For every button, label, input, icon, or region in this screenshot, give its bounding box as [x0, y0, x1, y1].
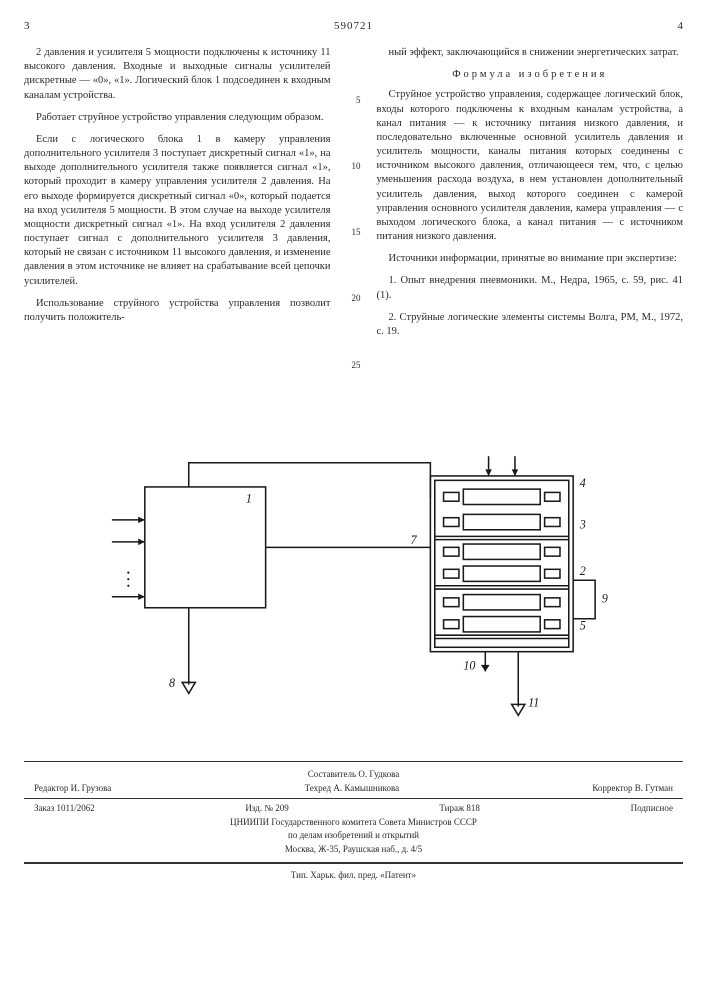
svg-text:9: 9 — [602, 591, 608, 605]
svg-text:7: 7 — [411, 533, 418, 547]
org1: ЦНИИПИ Государственного комитета Совета … — [24, 816, 683, 830]
ln: 15 — [347, 226, 361, 238]
page-right: 4 — [678, 20, 684, 32]
right-column: ный эффект, заключающийся в снижении эне… — [377, 46, 684, 425]
svg-text:10: 10 — [463, 658, 475, 672]
compiler: Составитель О. Гудкова — [24, 768, 683, 782]
ln: 10 — [347, 160, 361, 172]
svg-text:5: 5 — [580, 618, 586, 632]
svg-text:4: 4 — [580, 476, 586, 490]
footer-meta: Заказ 1011/2062 Изд. № 209 Тираж 818 Под… — [24, 802, 683, 816]
svg-text:1: 1 — [246, 491, 252, 505]
body-columns: 2 давления и усилителя 5 мощности подклю… — [24, 46, 683, 425]
org2: по делам изобретений и открытий — [24, 829, 683, 843]
tirage: Тираж 818 — [439, 802, 480, 816]
footer-bottom: Тип. Харьк. фил. пред. «Патент» — [24, 870, 683, 880]
para: Использование струйного устройства управ… — [24, 297, 331, 325]
corrector: Корректор В. Гутман — [592, 782, 673, 796]
ln: 5 — [347, 94, 361, 106]
svg-text:11: 11 — [528, 695, 539, 709]
source: 2. Струйные логические элементы системы … — [377, 311, 684, 339]
svg-text:3: 3 — [579, 517, 586, 531]
ln: 20 — [347, 292, 361, 304]
para: Работает струйное устройство управления … — [24, 111, 331, 125]
svg-text:8: 8 — [169, 676, 175, 690]
para: ный эффект, заключающийся в снижении эне… — [377, 46, 684, 60]
footer-credits: Редактор И. Грузова Техред А. Камышников… — [24, 782, 683, 796]
ln: 25 — [347, 359, 361, 371]
izd: Изд. № 209 — [245, 802, 288, 816]
svg-text:2: 2 — [580, 564, 586, 578]
line-numbers: 5 10 15 20 25 — [347, 46, 361, 425]
source: 1. Опыт внедрения пневмоники. М., Недра,… — [377, 274, 684, 302]
formula-title: Формула изобретения — [377, 68, 684, 82]
left-column: 2 давления и усилителя 5 мощности подклю… — [24, 46, 331, 425]
schematic-diagram: 1 7 8 11 4 3 2 9 5 10 — [24, 443, 683, 729]
footer-block: Составитель О. Гудкова Редактор И. Грузо… — [24, 761, 683, 863]
doc-number: 590721 — [30, 20, 678, 32]
para: 2 давления и усилителя 5 мощности подклю… — [24, 46, 331, 103]
page-header: 3 590721 4 — [24, 20, 683, 32]
order: Заказ 1011/2062 — [34, 802, 95, 816]
techred: Техред А. Камышникова — [305, 782, 399, 796]
para: Струйное устройство управления, содержащ… — [377, 88, 684, 244]
podpis: Подписное — [631, 802, 673, 816]
sources-title: Источники информации, принятые во вниман… — [377, 252, 684, 266]
editor: Редактор И. Грузова — [34, 782, 111, 796]
para: Если с логического блока 1 в камеру упра… — [24, 133, 331, 289]
addr: Москва, Ж-35, Раушская наб., д. 4/5 — [24, 843, 683, 857]
